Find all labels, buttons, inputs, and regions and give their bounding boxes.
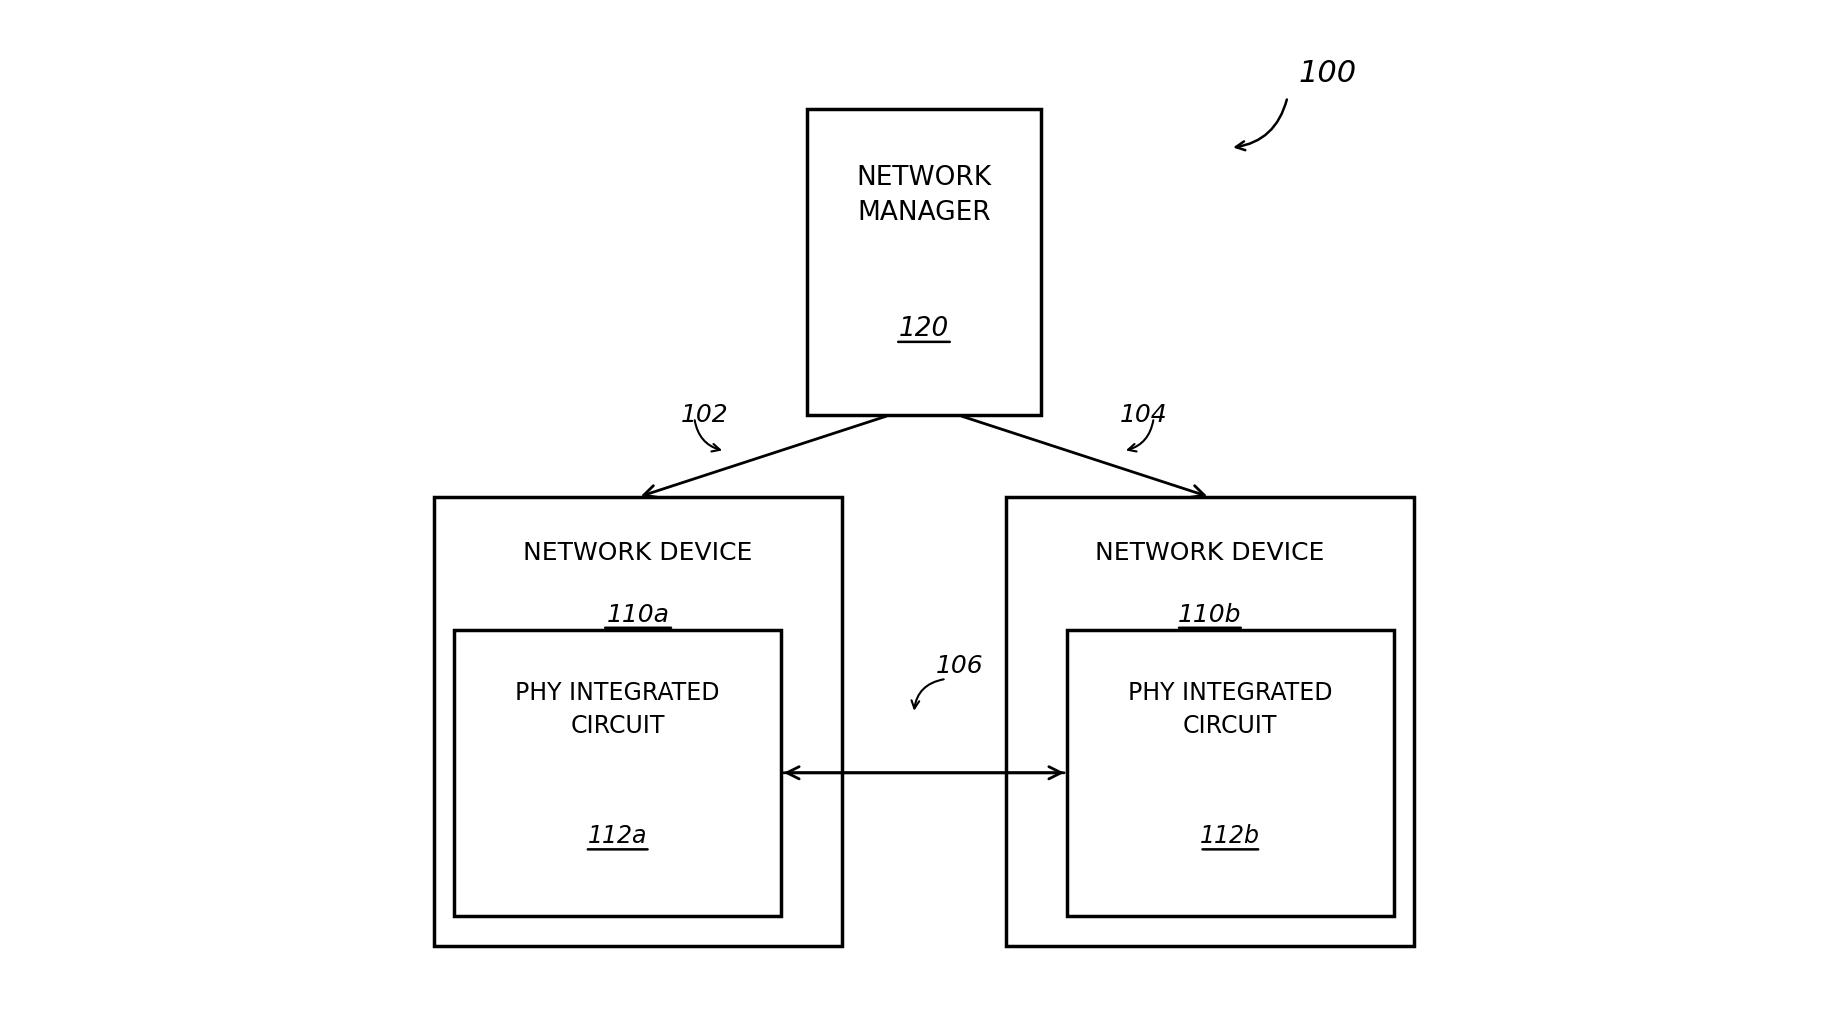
Bar [434,497,843,946]
Text: 112a: 112a [588,824,647,848]
Bar [1005,497,1414,946]
Text: NETWORK
MANAGER: NETWORK MANAGER [856,166,992,227]
Text: PHY INTEGRATED
CIRCUIT: PHY INTEGRATED CIRCUIT [1127,681,1332,738]
Bar [1066,630,1393,916]
Text: 110a: 110a [606,602,669,626]
Text: NETWORK DEVICE: NETWORK DEVICE [1096,541,1325,565]
Text: 106: 106 [935,653,983,678]
Text: 104: 104 [1120,404,1168,427]
Text: PHY INTEGRATED
CIRCUIT: PHY INTEGRATED CIRCUIT [516,681,721,738]
Text: 112b: 112b [1201,824,1260,848]
Text: 100: 100 [1299,59,1356,88]
Text: NETWORK DEVICE: NETWORK DEVICE [523,541,752,565]
Bar [806,109,1042,415]
Bar [455,630,782,916]
Text: 110b: 110b [1179,602,1242,626]
Text: 102: 102 [680,404,728,427]
Text: 120: 120 [898,316,950,342]
